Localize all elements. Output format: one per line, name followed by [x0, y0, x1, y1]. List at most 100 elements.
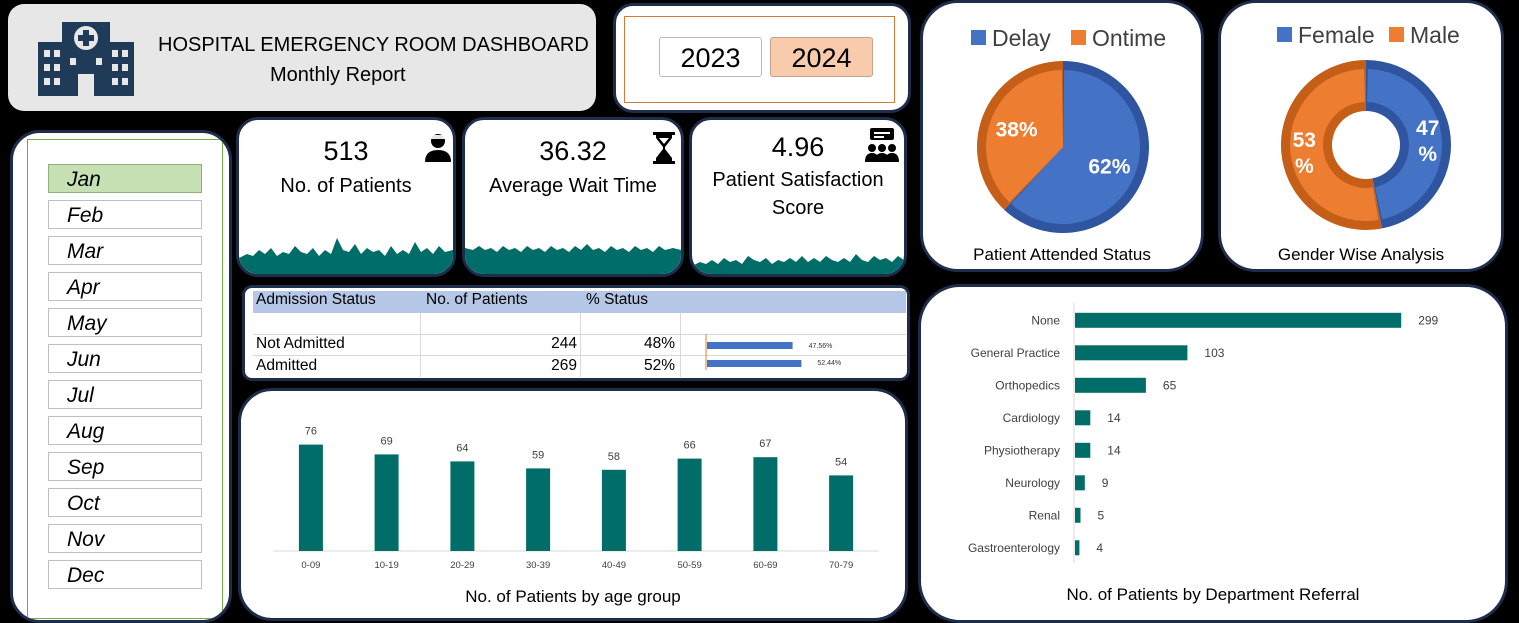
month-button-apr[interactable]: Apr — [48, 272, 202, 301]
admission-header-count: No. of Patients — [426, 291, 528, 308]
department-bar-orthopedics — [1075, 377, 1146, 393]
age-bar-0-09 — [298, 444, 323, 551]
department-tick-label-gastroenterology: Gastroenterology — [968, 541, 1060, 555]
month-button-mar[interactable]: Mar — [48, 236, 202, 265]
age-tick-label-70-79: 70-79 — [829, 560, 853, 571]
department-bar-neurology — [1075, 475, 1085, 491]
legend-swatch-male — [1389, 27, 1404, 42]
month-button-nov[interactable]: Nov — [48, 524, 202, 553]
month-button-jan[interactable]: Jan — [48, 164, 202, 193]
hourglass-icon — [653, 132, 675, 164]
admission-bar-admitted — [707, 360, 802, 367]
year-button-2024[interactable]: 2024 — [770, 37, 873, 77]
pie-label-ontime: 38% — [996, 119, 1038, 142]
admission-row-1-status: Not Admitted — [256, 335, 345, 352]
month-button-jul[interactable]: Jul — [48, 380, 202, 409]
admission-row-1-pct: 48% — [643, 335, 675, 352]
department-tick-label-physiotherapy: Physiotherapy — [984, 443, 1060, 457]
age-bar-40-49 — [601, 469, 626, 551]
legend-swatch-ontime — [1071, 30, 1086, 45]
kpi-wait-sparkline — [465, 244, 681, 274]
month-slicer: Jan Feb Mar Apr May Jun Jul Aug Sep Oct … — [27, 139, 223, 619]
age-bar-60-69 — [753, 457, 778, 551]
gender-chart-panel: Female Male 47% 53% Gender Wise Analysis — [1218, 0, 1504, 272]
kpi-patients-card: 513 No. of Patients — [236, 117, 456, 277]
year-button-2023[interactable]: 2023 — [659, 37, 762, 77]
admission-header-pct: % Status — [586, 291, 649, 308]
age-bar-70-79 — [829, 475, 854, 551]
age-bar-20-29 — [450, 461, 475, 551]
admission-bar-not-admitted — [707, 342, 793, 349]
admission-bar-label-admitted: 52.44% — [817, 360, 841, 367]
month-button-jun[interactable]: Jun — [48, 344, 202, 373]
department-data-label-renal: 5 — [1098, 508, 1105, 522]
department-bar-gastroenterology — [1075, 540, 1080, 556]
department-bar-chart: None 299 General Practice 103 Orthopedics 65 C… — [968, 303, 1439, 563]
month-button-dec[interactable]: Dec — [48, 560, 202, 589]
pie-label-delay: 62% — [1088, 155, 1130, 178]
age-data-label-40-49: 58 — [608, 451, 620, 463]
kpi-satisfaction-sparkline — [692, 254, 904, 274]
department-bar-renal — [1075, 507, 1081, 523]
kpi-satisfaction-card: 4.96 Patient Satisfaction Score — [689, 117, 907, 277]
age-tick-label-50-59: 50-59 — [677, 560, 701, 571]
age-tick-label-30-39: 30-39 — [526, 560, 550, 571]
gender-donut: 47% 53% — [1280, 60, 1451, 230]
department-bar-cardiology — [1075, 410, 1091, 426]
age-data-label-70-79: 54 — [835, 456, 847, 468]
department-tick-label-neurology: Neurology — [1005, 476, 1060, 490]
month-button-may[interactable]: May — [48, 308, 202, 337]
age-tick-label-20-29: 20-29 — [450, 560, 474, 571]
age-group-title: No. of Patients by age group — [465, 587, 681, 606]
donut-label-female-unit: % — [1418, 143, 1437, 166]
month-button-feb[interactable]: Feb — [48, 200, 202, 229]
department-tick-label-general-practice: General Practice — [971, 346, 1061, 360]
department-data-label-gastroenterology: 4 — [1096, 541, 1103, 555]
department-tick-label-none: None — [1031, 313, 1060, 327]
department-tick-label-cardiology: Cardiology — [1003, 411, 1060, 425]
age-tick-label-10-19: 10-19 — [374, 560, 398, 571]
age-tick-label-40-49: 40-49 — [602, 560, 626, 571]
donut-label-female-value: 47 — [1416, 117, 1439, 140]
kpi-wait-value: 36.32 — [539, 136, 607, 166]
year-slicer: 2023 2024 — [624, 16, 895, 103]
admission-databars: 47.56% 52.44% — [705, 334, 841, 370]
age-data-label-50-59: 66 — [683, 440, 695, 452]
legend-item-ontime: Ontime — [1071, 25, 1166, 52]
department-title: No. of Patients by Department Referral — [1066, 585, 1360, 604]
age-data-label-0-09: 76 — [305, 426, 317, 438]
department-data-label-general-practice: 103 — [1204, 346, 1224, 360]
kpi-patients-sparkline — [239, 238, 453, 274]
month-button-sep[interactable]: Sep — [48, 452, 202, 481]
admission-table-header — [253, 291, 906, 313]
attended-status-pie: 62% 38% — [977, 61, 1150, 233]
age-group-bar-chart: 76 0-09 69 10-19 64 20-29 59 30-39 58 40-49 66 50-5… — [273, 426, 879, 571]
kpi-patients-label: No. of Patients — [280, 175, 412, 197]
kpi-wait-card: 36.32 Average Wait Time — [462, 117, 684, 277]
admission-bar-label-not-admitted: 47.56% — [809, 343, 833, 350]
department-data-label-physiotherapy: 14 — [1107, 443, 1121, 457]
department-bar-general-practice — [1075, 345, 1188, 361]
admission-row-1-count: 244 — [551, 335, 577, 352]
age-data-label-10-19: 69 — [380, 435, 392, 447]
donut-slice-inner-female — [1367, 69, 1442, 220]
age-tick-label-60-69: 60-69 — [753, 560, 777, 571]
kpi-patients-value: 513 — [323, 136, 369, 166]
kpi-satisfaction-label-line1: Patient Satisfaction — [712, 169, 884, 191]
kpi-satisfaction-value: 4.96 — [771, 132, 825, 162]
dashboard-title-panel: HOSPITAL EMERGENCY ROOM DASHBOARD Monthl… — [8, 4, 596, 111]
donut-slice-inner-male — [1290, 69, 1379, 221]
age-group-chart-panel: 76 0-09 69 10-19 64 20-29 59 30-39 58 40-49 66 50-5… — [238, 388, 908, 621]
attended-status-chart-panel: Delay Ontime 62% 38% Patient Attended Sta… — [920, 0, 1204, 272]
department-bar-physiotherapy — [1075, 442, 1091, 458]
admission-status-table: Admission Status No. of Patients % Statu… — [242, 285, 910, 381]
attended-status-title: Patient Attended Status — [973, 245, 1151, 264]
month-button-aug[interactable]: Aug — [48, 416, 202, 445]
admission-header-status: Admission Status — [256, 291, 376, 308]
age-bar-50-59 — [677, 458, 702, 551]
page-subtitle: Monthly Report — [270, 64, 406, 86]
age-data-label-30-39: 59 — [532, 449, 544, 461]
department-tick-label-orthopedics: Orthopedics — [995, 378, 1060, 392]
legend-item-male: Male — [1389, 22, 1460, 49]
month-button-oct[interactable]: Oct — [48, 488, 202, 517]
